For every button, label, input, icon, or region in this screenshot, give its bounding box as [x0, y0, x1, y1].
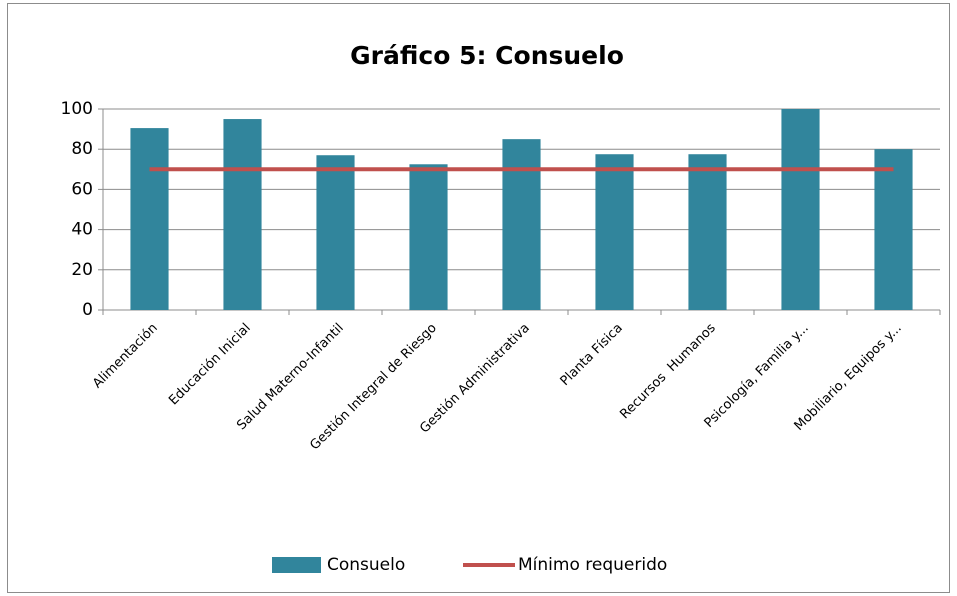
bar	[874, 149, 913, 310]
chart-title: Gráfico 5: Consuelo	[350, 41, 624, 70]
bar	[595, 154, 634, 310]
bar	[223, 119, 262, 310]
bar	[409, 164, 448, 310]
y-tick-label: 100	[61, 99, 93, 119]
legend-label: Mínimo requerido	[518, 555, 667, 575]
bar	[130, 128, 169, 310]
bar	[502, 139, 541, 310]
y-tick-label: 40	[71, 220, 93, 240]
bar	[316, 155, 355, 310]
legend-label: Consuelo	[327, 555, 405, 575]
legend-swatch	[272, 557, 321, 573]
y-tick-label: 60	[71, 179, 93, 199]
bar	[688, 154, 727, 310]
y-tick-label: 80	[71, 139, 93, 159]
bar	[781, 109, 820, 310]
y-tick-label: 0	[82, 300, 93, 320]
y-tick-label: 20	[71, 260, 93, 280]
